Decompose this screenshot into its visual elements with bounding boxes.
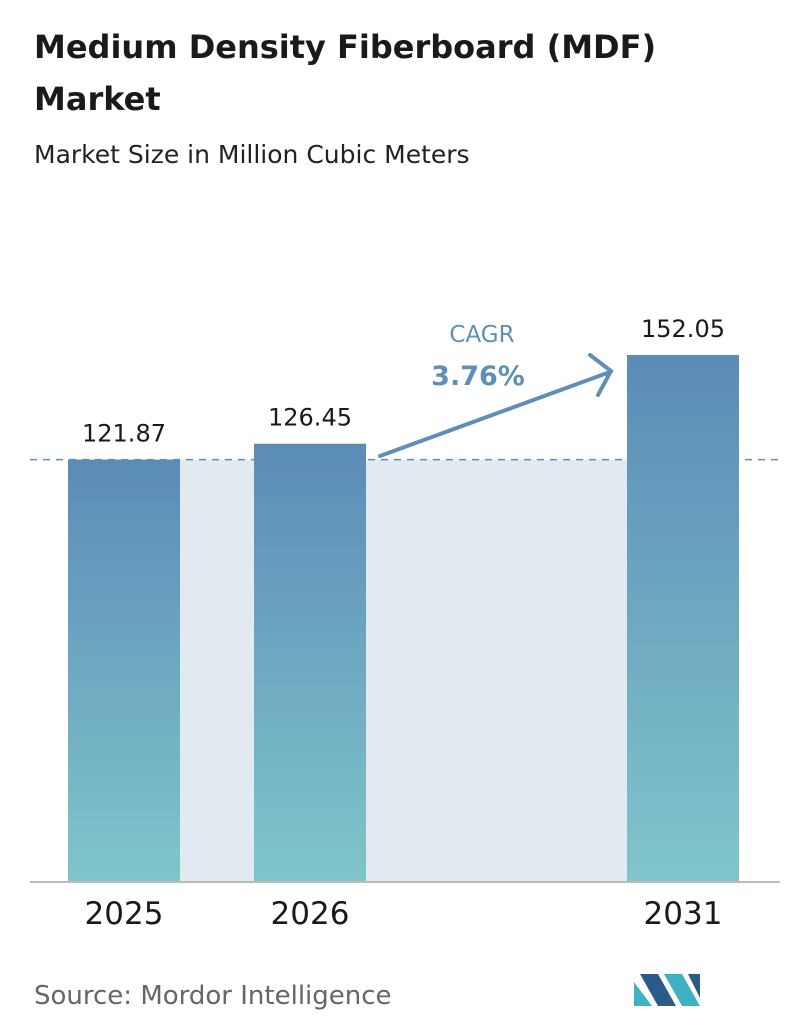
logo xyxy=(634,974,700,1006)
x-tick-label: 2031 xyxy=(644,896,723,932)
cagr-value: 3.76% xyxy=(431,361,525,392)
chart-subtitle: Market Size in Million Cubic Meters xyxy=(34,140,470,169)
x-tick-label: 2025 xyxy=(85,896,164,932)
chart-title: Market xyxy=(34,80,161,118)
bar xyxy=(254,443,366,882)
chart-title: Medium Density Fiberboard (MDF) xyxy=(34,28,656,66)
cagr-label: CAGR xyxy=(449,322,514,348)
bar xyxy=(68,459,180,882)
cagr-arrow xyxy=(378,353,614,458)
data-label: 152.05 xyxy=(641,315,725,343)
plot-area: 121.87 2025 126.45 2026 152.05 2031 xyxy=(30,315,780,932)
source: Source: Mordor Intelligence xyxy=(34,981,392,1011)
data-label: 121.87 xyxy=(82,420,166,448)
x-tick-label: 2026 xyxy=(271,896,350,932)
bar xyxy=(627,355,739,882)
data-label: 126.45 xyxy=(268,404,352,432)
